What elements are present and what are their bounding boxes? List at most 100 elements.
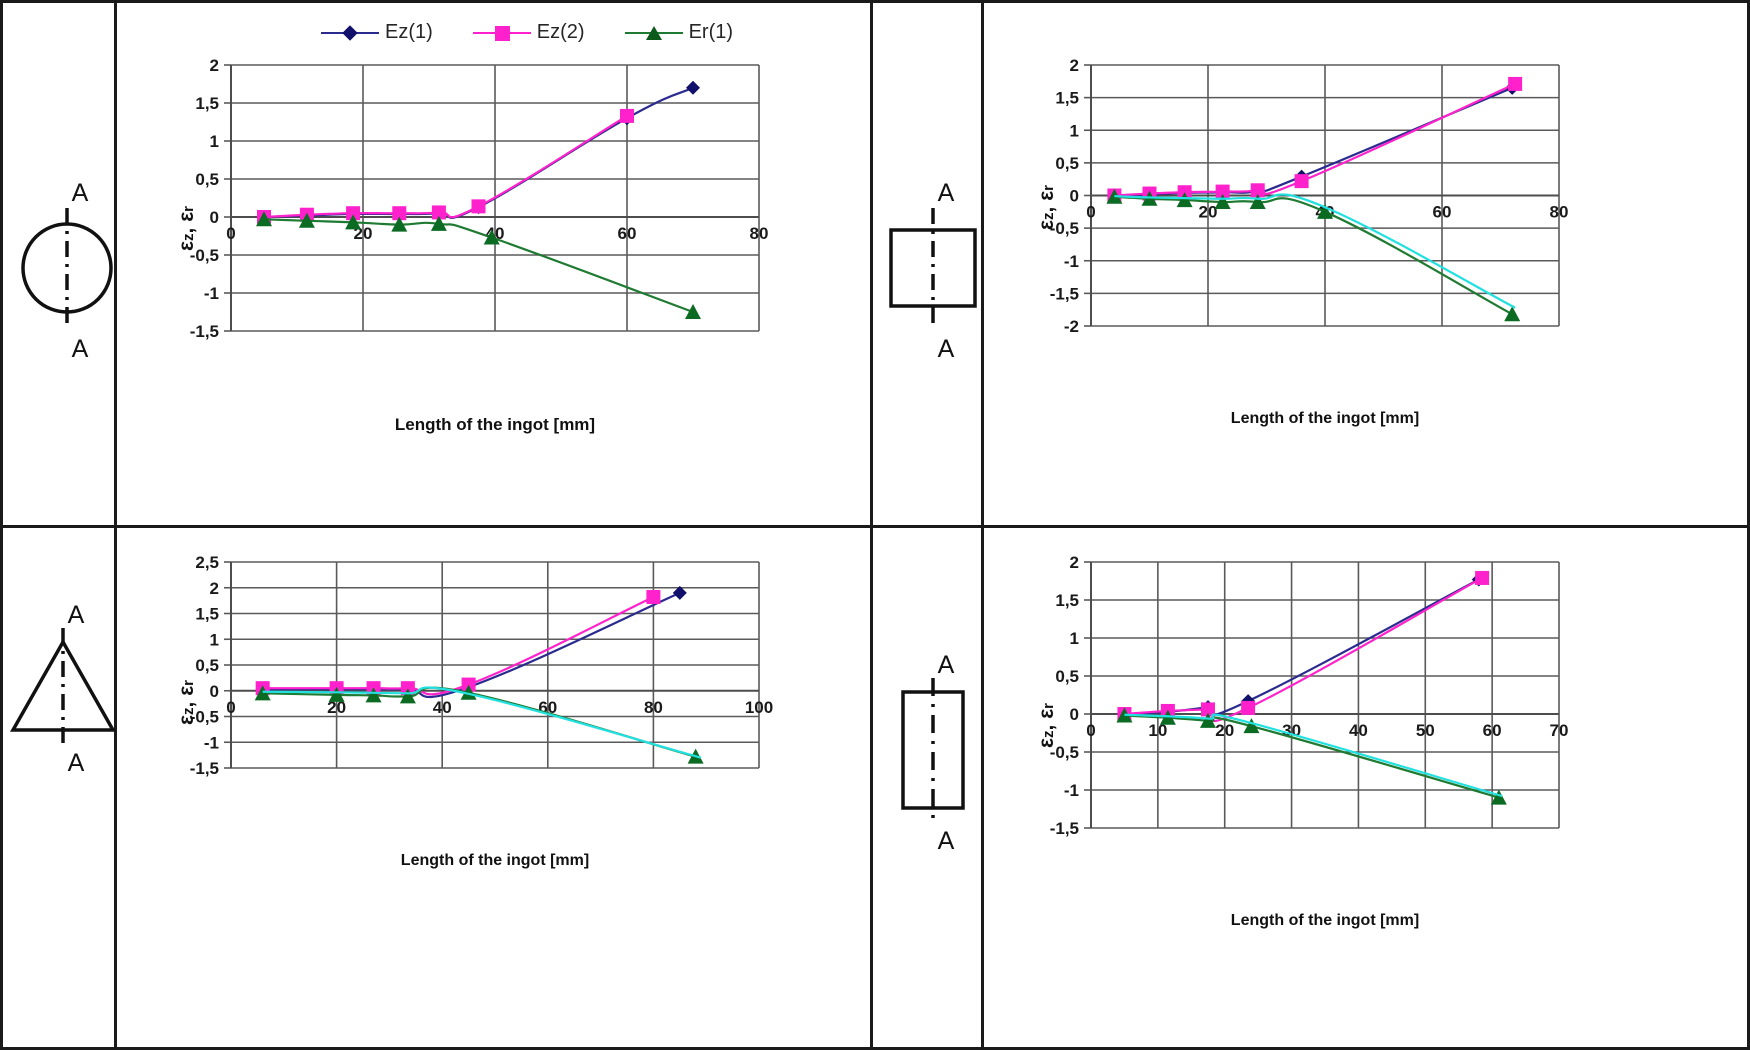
x-tick-label: 0 (226, 224, 235, 243)
section-label-a-top: A (71, 179, 89, 207)
y-tick-label: 1,5 (195, 605, 219, 624)
section-label-a-top: A (937, 179, 955, 207)
chart-bottom-right: -1,5 -1 -0,5 0 0,5 1 1,5 2 0 10 20 30 40 50 60 70 εz, εr… (1013, 548, 1573, 929)
x-tick-label: 80 (1550, 203, 1569, 222)
data-point-marker (672, 585, 687, 600)
data-point-marker (1250, 183, 1265, 198)
y-tick-label: 0,5 (1055, 667, 1079, 686)
y-tick-label: 0 (1070, 187, 1079, 206)
y-tick-label: 2 (210, 56, 219, 75)
y-tick-label: 1,5 (1055, 591, 1079, 610)
chart-svg: -1,5-1-0,500,511,522,50 20 40 60 80 100 (190, 553, 773, 778)
y-tick-label: 1 (210, 630, 219, 649)
section-label-a-bottom: A (937, 335, 955, 363)
data-point-marker (1294, 174, 1309, 189)
chart-svg: -1,5-1-0,500,511,520 20 40 60 80 (190, 56, 769, 341)
y-tick-label: -1 (1064, 252, 1079, 271)
y-tick-label: 0 (210, 208, 219, 227)
data-point-marker (1475, 570, 1490, 585)
x-axis-title: Length of the ingot [mm] (1230, 912, 1420, 929)
y-axis-title: εz, εr (1035, 184, 1058, 230)
data-point-marker (399, 688, 416, 704)
chart-top-left: -1,5 -1 -0,5 0 0,5 1 1,5 2 0 20 40 60 80 εz, εr Length… (153, 51, 773, 434)
data-point-marker (460, 684, 477, 700)
y-tick-label: 1,5 (1055, 89, 1079, 108)
data-point-marker (471, 199, 486, 214)
circle-shape (7, 202, 127, 339)
legend-item-ez1: Ez(1) (321, 21, 433, 44)
x-tick-label: 20 (327, 698, 346, 717)
data-point-marker (1201, 702, 1215, 717)
x-tick-label: 20 (1215, 721, 1234, 740)
data-point-marker (1176, 192, 1193, 208)
x-tick-label: 40 (1349, 721, 1368, 740)
series-line-er2 (1114, 193, 1516, 309)
y-tick-label: 2 (210, 579, 219, 598)
data-point-marker (400, 681, 415, 696)
data-point-marker (345, 214, 362, 230)
chart-legend: Ez(1) Ez(2) Er(1) (321, 21, 733, 44)
data-point-marker (298, 212, 315, 228)
y-tick-label: 1 (1070, 629, 1079, 648)
wide-rectangle-shape (873, 202, 993, 339)
data-point-marker (256, 211, 272, 227)
legend-marker-triangle-icon (624, 25, 683, 40)
data-point-marker (1243, 718, 1260, 734)
legend-item-er1: Er(1) (624, 21, 733, 44)
x-tick-label: 20 (1199, 203, 1218, 222)
chart-bottom-left: -1,5 -1 -0,5 0 0,5 1 1,5 2 2,5 0 20 40 60 80 100 εz, εr… (153, 548, 773, 869)
y-tick-label: -1 (1064, 781, 1079, 800)
tall-rectangle-shape (873, 674, 993, 831)
series-line-er2 (262, 686, 702, 759)
x-tick-label: 40 (433, 698, 452, 717)
series-line-er1 (1114, 195, 1513, 316)
x-tick-label: 0 (226, 698, 235, 717)
x-axis-title: Length of the ingot [mm] (400, 852, 590, 869)
x-tick-label: 0 (1086, 721, 1095, 740)
data-point-marker (328, 686, 345, 702)
data-point-marker (346, 206, 361, 221)
y-tick-label: -1,5 (1050, 284, 1079, 303)
data-point-marker (391, 216, 408, 232)
data-point-marker (483, 229, 500, 245)
y-tick-label: -0,5 (190, 708, 219, 727)
y-axis-title: εz, εr (175, 679, 198, 725)
shape-circle-section: A A (3, 181, 131, 362)
data-point-marker (1317, 203, 1333, 219)
y-tick-label: 0,5 (195, 656, 219, 675)
section-label-a-top: A (67, 601, 85, 629)
series-line-ez1 (1114, 86, 1513, 197)
x-axis-title: Length of the ingot [mm] (1230, 410, 1420, 427)
chart-svg: -1,5-1-0,500,511,520 10 20 30 40 50 60 70 (1050, 553, 1569, 838)
data-point-marker (1249, 194, 1266, 210)
y-tick-label: 1 (1070, 121, 1079, 140)
y-tick-label: 0 (1070, 705, 1079, 724)
shape-wide-rectangle-section: A A (869, 181, 997, 362)
series-line-ez1 (263, 86, 694, 219)
data-point-marker (1241, 700, 1256, 715)
series-line-er1 (1124, 714, 1500, 799)
x-tick-label: 0 (1086, 203, 1095, 222)
triangle-shape (3, 624, 125, 753)
data-point-marker (685, 304, 701, 319)
series-line-ez2 (1114, 82, 1516, 197)
y-tick-label: -1 (204, 733, 219, 752)
data-point-marker (646, 590, 661, 605)
series-line-ez2 (262, 596, 654, 696)
series-line-er2 (1124, 713, 1503, 798)
shape-triangle-section: A A (3, 601, 127, 776)
legend-marker-square-icon (472, 25, 531, 41)
y-tick-label: -0,5 (1050, 743, 1079, 762)
data-point-marker (1504, 306, 1521, 322)
divider-horizontal-middle (3, 525, 1747, 528)
section-label-a-bottom: A (937, 827, 955, 855)
y-axis-title: εz, εr (1035, 702, 1058, 748)
data-point-marker (461, 677, 476, 692)
data-point-marker (430, 215, 447, 231)
x-tick-label: 50 (1416, 721, 1435, 740)
data-point-marker (1200, 712, 1216, 728)
x-tick-label: 60 (618, 224, 637, 243)
